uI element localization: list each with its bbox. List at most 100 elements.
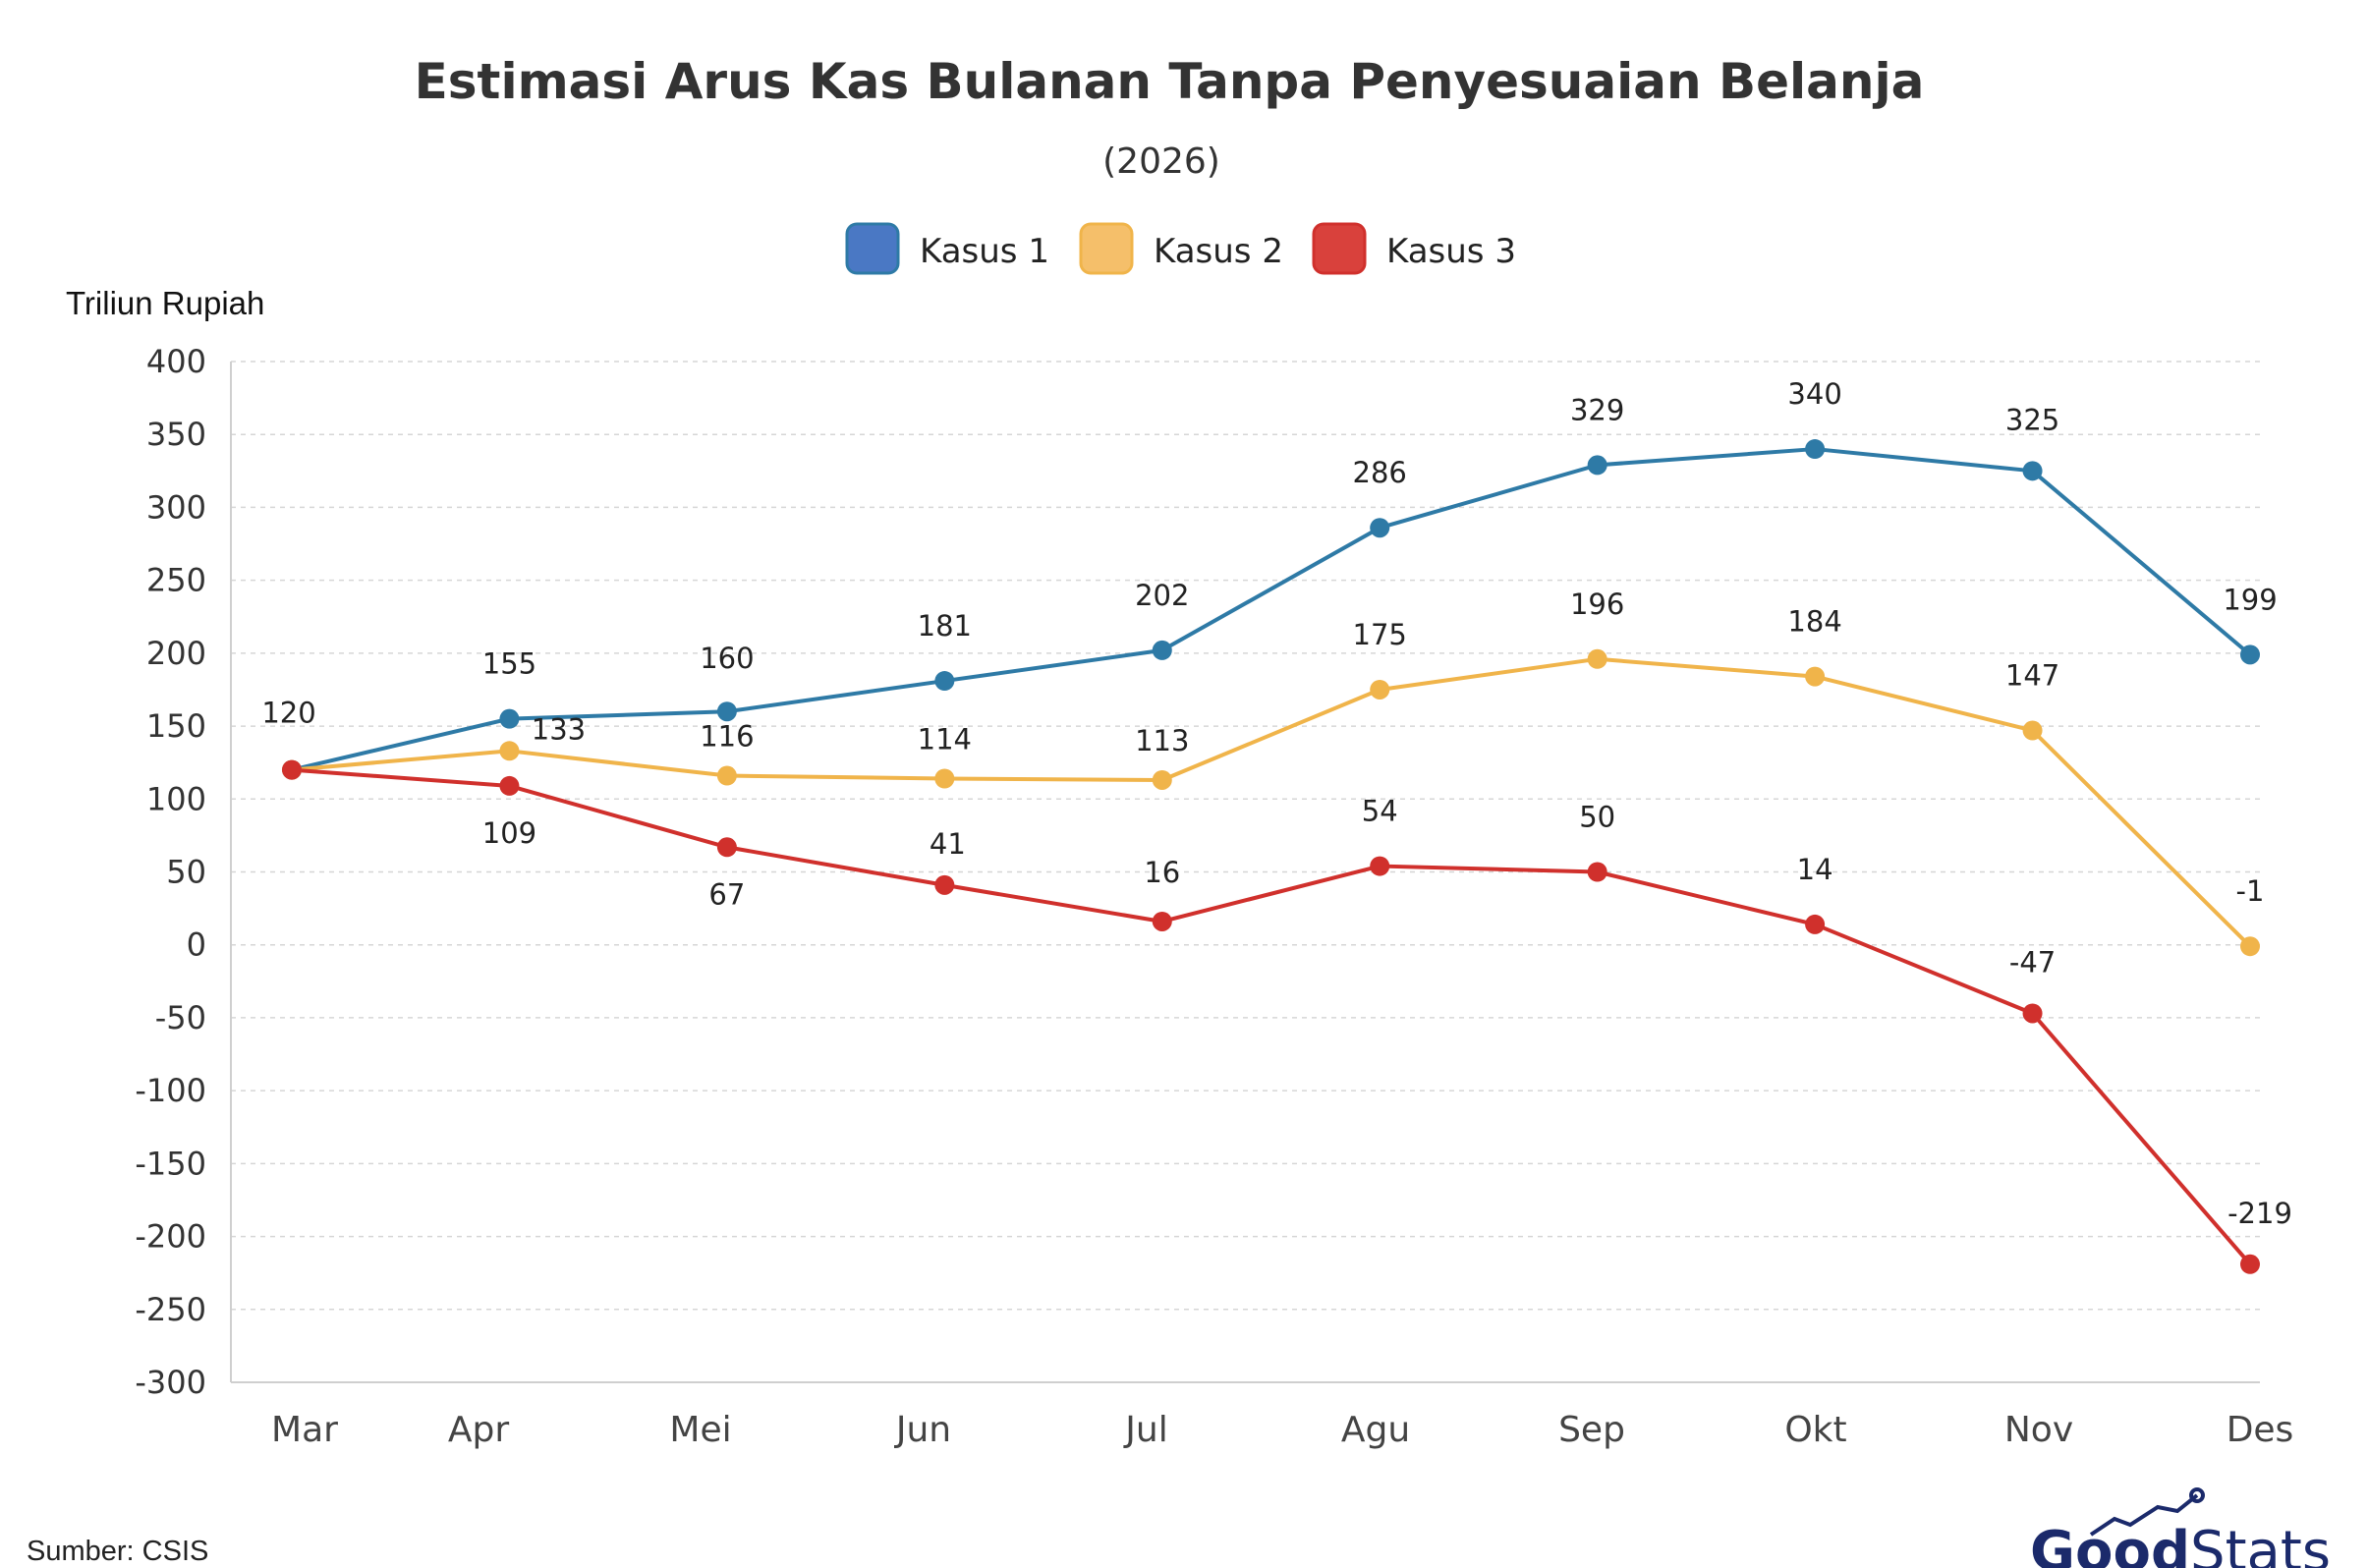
x-tick-label: Okt [1784, 1410, 1846, 1450]
data-point [1370, 679, 1390, 700]
data-label: 199 [2223, 583, 2277, 616]
y-tick-label: 150 [146, 707, 206, 745]
x-tick-label: Des [2227, 1410, 2294, 1450]
data-label: 155 [482, 647, 536, 681]
data-label: 340 [1787, 377, 1841, 411]
x-tick-label: Agu [1341, 1410, 1410, 1450]
y-tick-label: 50 [166, 854, 206, 891]
y-tick-label: 400 [146, 343, 206, 380]
data-point [1805, 914, 1826, 934]
data-label: 120 [261, 697, 315, 730]
data-label: 16 [1144, 856, 1180, 889]
data-point [2022, 461, 2043, 481]
legend: Kasus 1 Kasus 2 Kasus 3 [845, 222, 1516, 275]
data-label: 109 [482, 816, 536, 850]
x-tick-label: Mar [271, 1410, 338, 1450]
y-tick-label: -250 [135, 1291, 206, 1328]
data-point [934, 768, 955, 789]
data-label: 286 [1353, 456, 1407, 489]
data-label: 116 [700, 720, 754, 754]
series-line [291, 767, 2252, 1266]
data-label: 67 [708, 877, 745, 911]
data-point [1152, 769, 1172, 790]
brand-part1: Good [2030, 1520, 2190, 1568]
legend-label: Kasus 3 [1386, 232, 1516, 271]
y-tick-label: -150 [135, 1145, 206, 1182]
legend-label: Kasus 2 [1154, 232, 1283, 271]
data-label: 202 [1135, 579, 1189, 612]
legend-swatch [845, 222, 900, 275]
series-line [291, 447, 2252, 772]
data-point [2022, 720, 2043, 741]
data-point [282, 759, 302, 780]
data-point [1805, 666, 1826, 687]
data-point [2240, 1254, 2260, 1274]
chart-subtitle: (2026) [1102, 141, 1220, 182]
brand-part2: Stats [2190, 1520, 2331, 1568]
data-label: 184 [1787, 605, 1841, 639]
x-tick-label: Mei [669, 1410, 731, 1450]
data-point [716, 765, 737, 786]
data-point [1587, 648, 1607, 669]
data-point [716, 701, 737, 722]
data-label: 196 [1570, 588, 1624, 621]
source-note: Sumber: CSIS [27, 1536, 208, 1567]
y-tick-label: 350 [146, 416, 206, 453]
x-axis-ticks: Mar Apr Mei Jun Jul Agu Sep Okt Nov Des [271, 1410, 2293, 1450]
y-tick-label: 0 [187, 926, 206, 964]
data-point [2022, 1003, 2043, 1024]
chart-title: Estimasi Arus Kas Bulanan Tanpa Penyesua… [415, 53, 1925, 110]
legend-swatch [1079, 222, 1134, 275]
y-tick-label: -300 [135, 1364, 206, 1401]
data-label: 181 [918, 609, 972, 643]
data-point [716, 837, 737, 858]
series-lines [282, 439, 2260, 1274]
x-tick-label: Jun [894, 1410, 951, 1450]
data-label: 50 [1579, 801, 1615, 834]
brand-text: GoodStats [2030, 1520, 2331, 1568]
gridlines [230, 361, 2260, 1383]
data-point [934, 671, 955, 692]
y-tick-label: -100 [135, 1072, 206, 1109]
data-label: 41 [930, 827, 966, 861]
data-point [2240, 644, 2260, 665]
data-point [2240, 936, 2260, 957]
data-label: 54 [1362, 795, 1398, 828]
data-point [499, 741, 520, 761]
x-tick-label: Sep [1558, 1410, 1625, 1450]
data-point [499, 708, 520, 729]
data-label: 133 [532, 712, 586, 746]
legend-label: Kasus 1 [920, 232, 1049, 271]
y-tick-label: 100 [146, 780, 206, 817]
x-tick-label: Nov [2004, 1410, 2073, 1450]
data-point [1587, 862, 1607, 882]
data-label: 175 [1353, 618, 1407, 651]
y-tick-label: -50 [155, 999, 206, 1036]
data-label: 113 [1135, 724, 1189, 757]
y-tick-label: 200 [146, 635, 206, 672]
legend-swatch [1312, 222, 1367, 275]
goodstats-logo: GoodStats [2030, 1487, 2331, 1568]
y-tick-label: -200 [135, 1218, 206, 1256]
brand-graph-icon [2089, 1493, 2199, 1537]
data-point [1152, 640, 1172, 660]
data-point [1805, 439, 1826, 460]
brand-dot-icon [2189, 1487, 2205, 1503]
data-label: -47 [2009, 945, 2056, 979]
data-label: 114 [918, 723, 972, 756]
data-point [499, 775, 520, 796]
data-label: -1 [2236, 874, 2265, 908]
data-label: 329 [1570, 393, 1624, 426]
x-tick-label: Jul [1123, 1410, 1167, 1450]
data-point [1370, 518, 1390, 538]
data-label: 14 [1797, 853, 1833, 886]
data-point [1152, 911, 1172, 931]
data-point [1370, 856, 1390, 876]
data-labels: 155 160 181 202 286 329 340 325 199 133 116 114 113 1… [261, 377, 2292, 1230]
data-label: 160 [700, 642, 754, 675]
data-point [934, 874, 955, 895]
series-line [291, 656, 2252, 948]
data-point [1587, 455, 1607, 476]
